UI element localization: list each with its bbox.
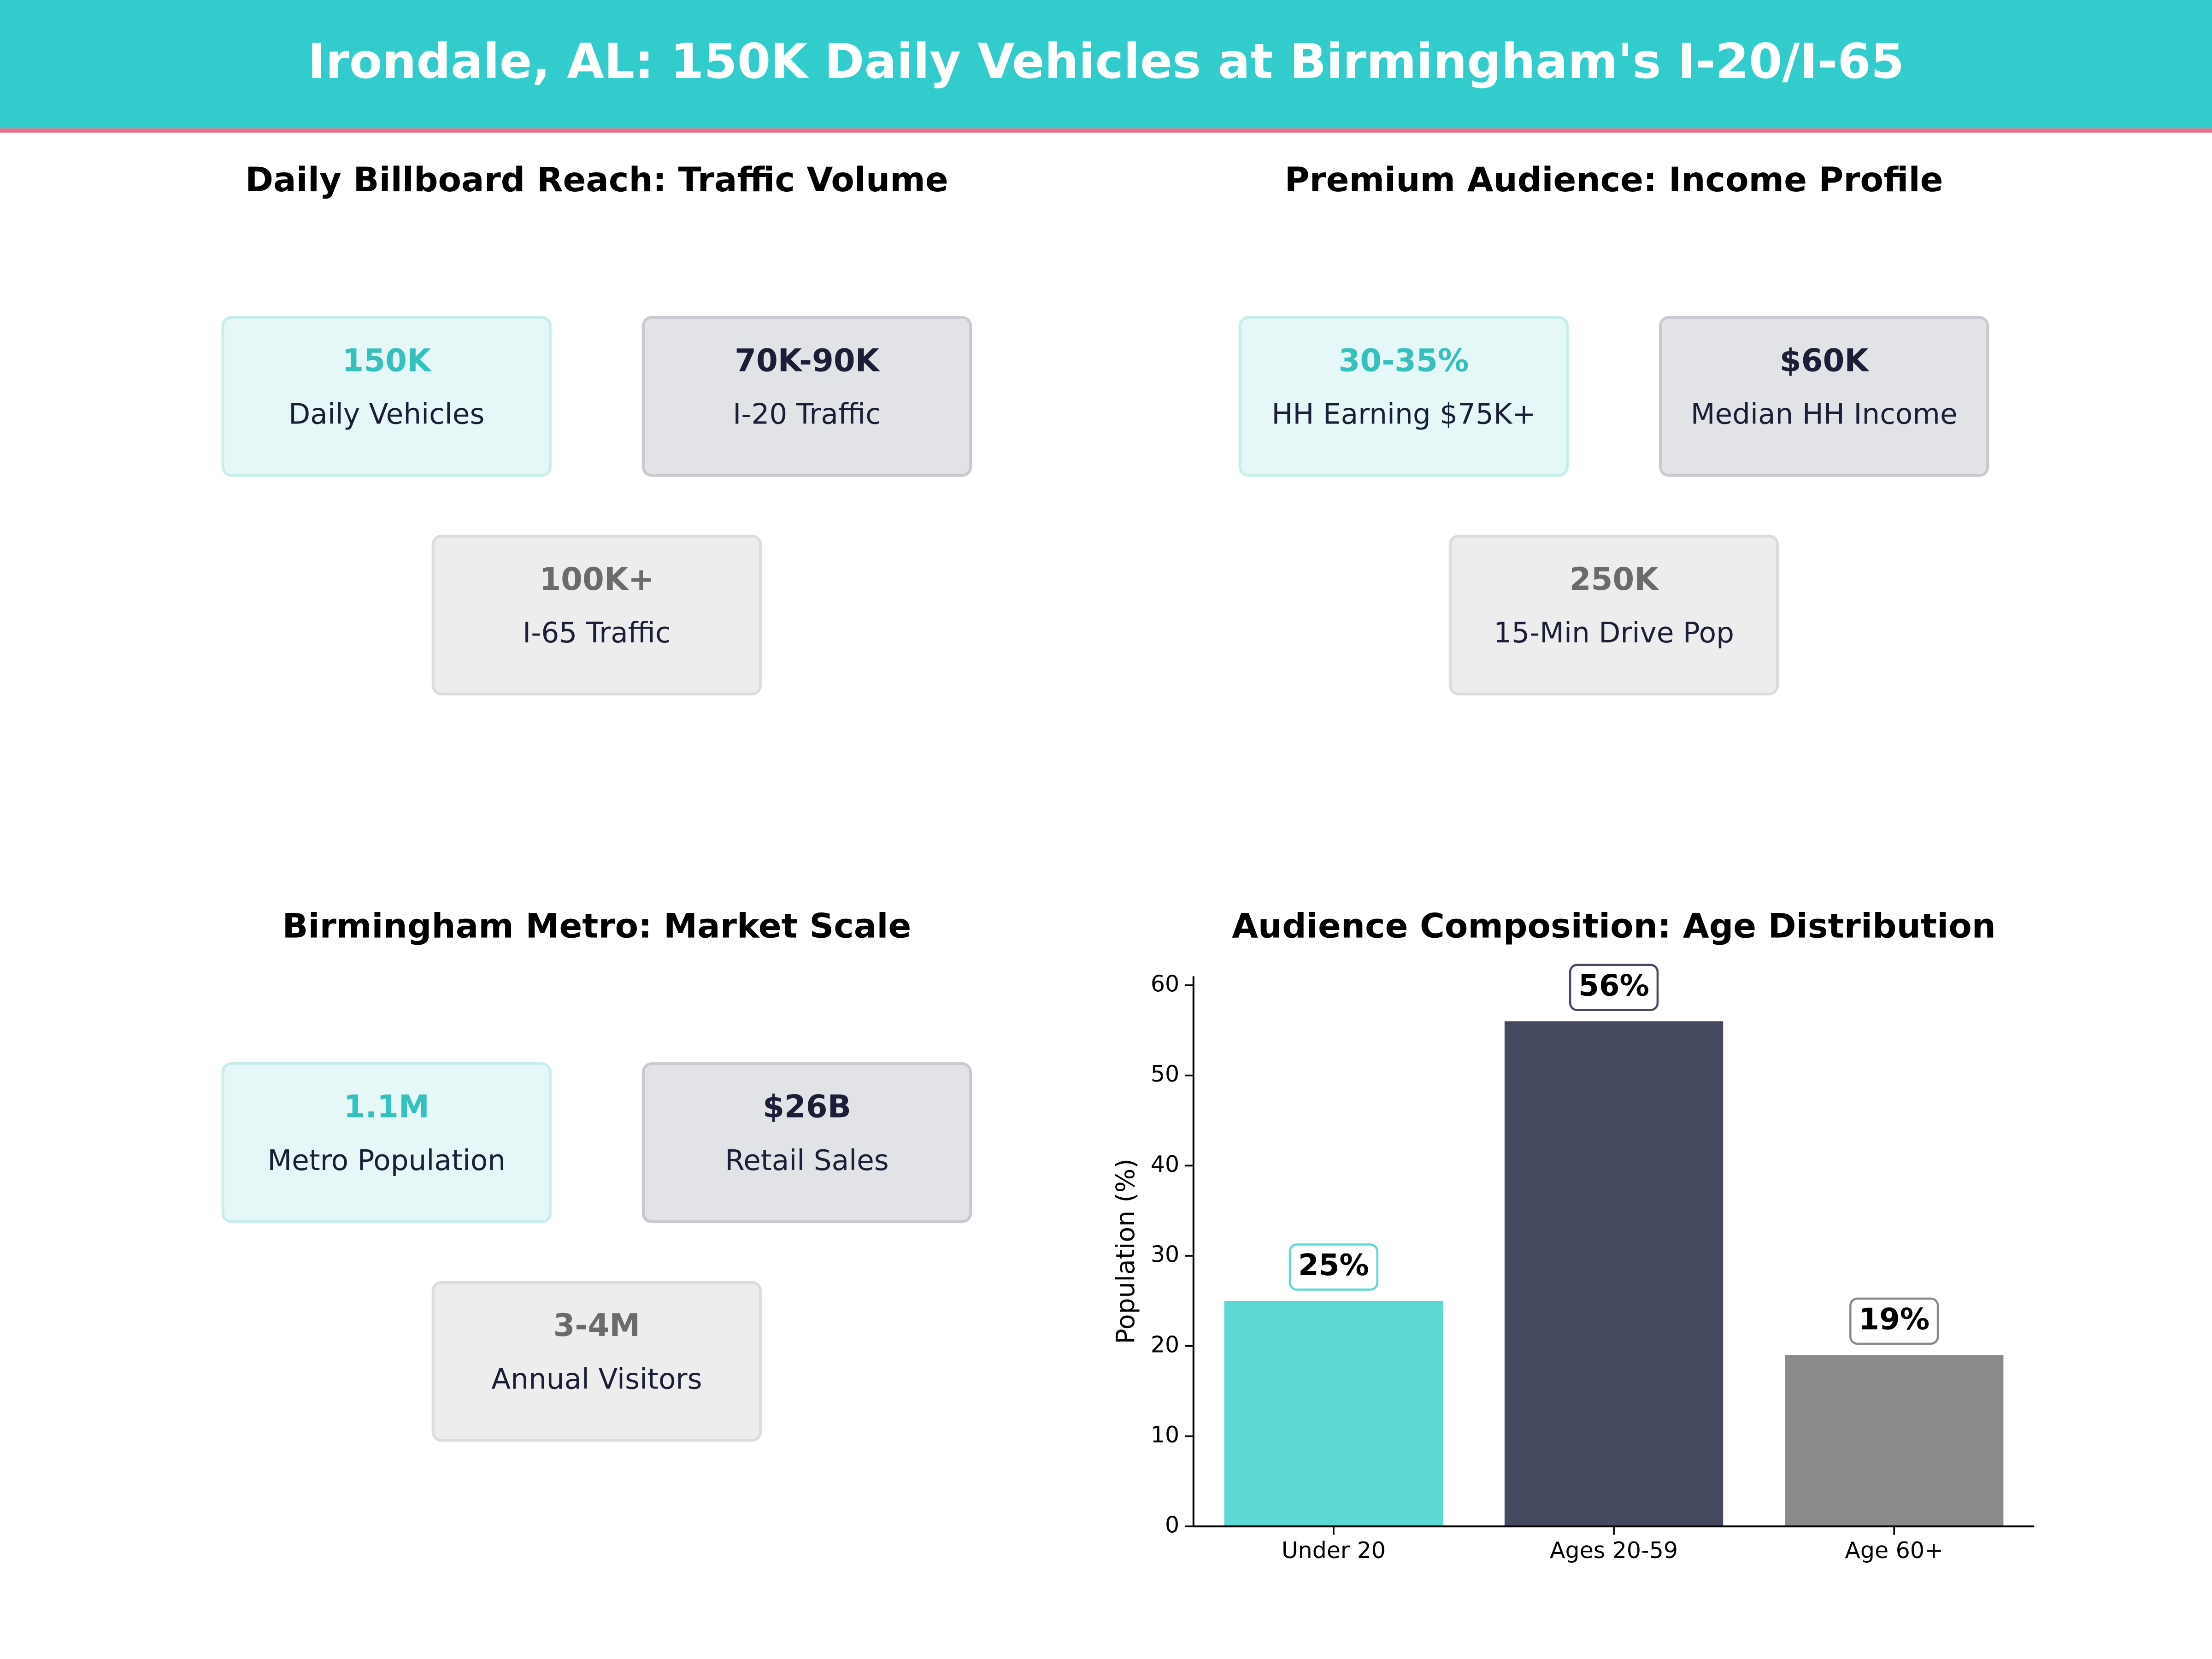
y-tick-label: 50: [1151, 1061, 1179, 1087]
value-label-box: [1288, 1243, 1379, 1291]
y-tick-label: 20: [1151, 1331, 1179, 1358]
y-tick-label: 60: [1151, 971, 1179, 997]
value-label: 25%: [1298, 1248, 1369, 1282]
stat-label: I-65 Traffic: [523, 617, 671, 649]
value-label-box: [1569, 964, 1659, 1012]
x-tick-label: Ages 20-59: [1550, 1537, 1678, 1564]
y-tick-label: 0: [1165, 1512, 1179, 1538]
stat-label: I-20 Traffic: [733, 398, 881, 431]
stat-label: Metro Population: [267, 1144, 506, 1177]
header-band: [0, 0, 2212, 129]
y-tick-label: 30: [1151, 1241, 1179, 1268]
stat-value: 100K+: [539, 561, 654, 597]
chart-title: Audience Composition: Age Distribution: [1232, 906, 1996, 946]
stat-value: 3-4M: [553, 1307, 641, 1343]
y-tick-label: 10: [1151, 1422, 1179, 1448]
stat-card: [641, 1062, 972, 1224]
stat-value: $60K: [1780, 342, 1870, 378]
stat-value: 150K: [342, 342, 432, 378]
stat-value: $26B: [763, 1088, 851, 1125]
stat-label: Annual Visitors: [491, 1363, 702, 1396]
panel-title: Daily Billboard Reach: Traffic Volume: [245, 160, 948, 200]
stat-card: [641, 316, 972, 477]
stat-label: Daily Vehicles: [288, 398, 484, 431]
stat-card: [1238, 316, 1569, 477]
stat-value: 70K-90K: [735, 342, 881, 378]
y-axis-label: Population (%): [1111, 1159, 1140, 1344]
stat-label: 15-Min Drive Pop: [1494, 617, 1734, 649]
stat-label: HH Earning $75K+: [1271, 398, 1535, 431]
header-rule: [0, 128, 2212, 133]
value-label-box: [1849, 1297, 1939, 1345]
stat-label: Median HH Income: [1691, 398, 1958, 431]
stat-value: 30-35%: [1339, 342, 1469, 378]
stat-card: [1448, 535, 1779, 696]
stat-card: [431, 535, 762, 696]
stat-value: 250K: [1570, 561, 1660, 597]
stat-label: Retail Sales: [725, 1144, 888, 1177]
page-title: Irondale, AL: 150K Daily Vehicles at Bir…: [308, 33, 1904, 89]
y-tick-label: 40: [1151, 1151, 1179, 1177]
stat-card: [1659, 316, 1989, 477]
stat-card: [431, 1281, 762, 1442]
x-tick-label: Under 20: [1282, 1537, 1386, 1564]
panel-title: Premium Audience: Income Profile: [1285, 160, 1943, 200]
stat-card: [221, 1062, 552, 1224]
value-label: 56%: [1578, 968, 1649, 1003]
stat-card: [221, 316, 552, 477]
bar: [1785, 1355, 2004, 1527]
value-label: 19%: [1859, 1302, 1930, 1336]
x-tick-label: Age 60+: [1845, 1537, 1943, 1564]
bar: [1224, 1300, 1443, 1527]
panel-title: Birmingham Metro: Market Scale: [282, 906, 911, 946]
bar: [1504, 1021, 1724, 1527]
stat-value: 1.1M: [344, 1088, 429, 1125]
